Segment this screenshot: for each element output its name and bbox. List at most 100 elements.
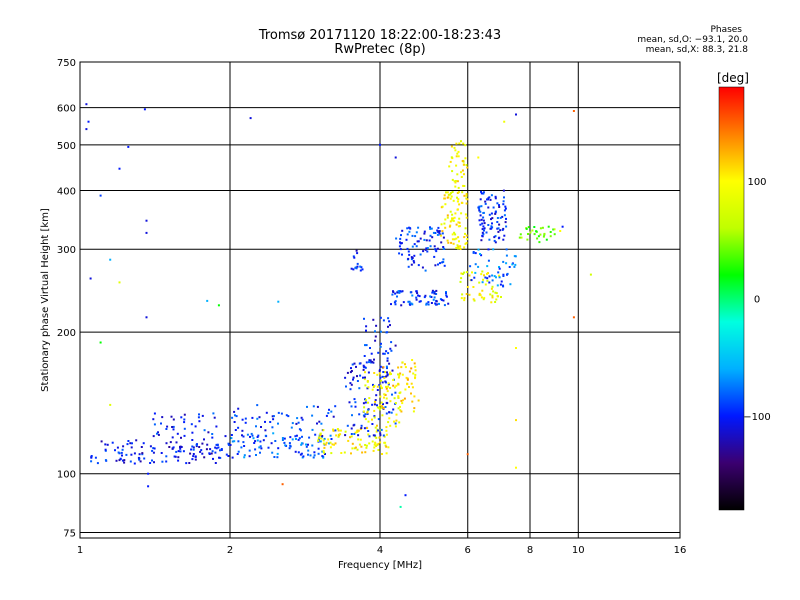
data-point — [141, 453, 144, 456]
data-point — [121, 454, 123, 457]
data-point — [385, 452, 388, 455]
data-point — [371, 418, 373, 421]
data-point — [386, 373, 389, 376]
data-point — [100, 440, 103, 443]
data-point — [386, 371, 388, 374]
data-point — [198, 446, 201, 448]
data-point — [346, 424, 349, 427]
data-point — [491, 217, 494, 220]
data-point — [244, 417, 247, 420]
data-point — [533, 226, 536, 228]
data-point — [462, 163, 465, 166]
data-point — [482, 233, 485, 236]
data-point — [256, 439, 259, 442]
data-point — [446, 239, 449, 242]
data-point — [479, 223, 482, 226]
data-point — [498, 204, 500, 207]
data-point — [430, 296, 433, 298]
data-point — [450, 156, 453, 159]
data-point — [127, 440, 130, 442]
data-point — [401, 373, 404, 376]
data-point — [161, 416, 164, 419]
data-point — [485, 231, 488, 234]
data-point — [317, 438, 320, 441]
data-point — [358, 362, 361, 365]
data-point — [308, 436, 311, 439]
data-point — [370, 361, 373, 364]
data-point — [206, 443, 209, 446]
data-point — [474, 252, 477, 255]
data-point — [369, 359, 372, 362]
data-point — [165, 460, 168, 463]
data-point — [255, 454, 257, 456]
data-point — [493, 275, 496, 278]
data-point — [481, 228, 484, 231]
data-point — [212, 457, 214, 460]
data-point — [463, 185, 466, 187]
data-point — [373, 443, 376, 446]
data-point — [227, 443, 230, 446]
data-point — [366, 410, 369, 413]
data-point — [340, 452, 343, 454]
data-point — [400, 290, 403, 293]
data-point — [457, 225, 460, 228]
data-point — [399, 372, 402, 375]
data-point — [328, 442, 331, 445]
data-point — [416, 292, 419, 295]
data-point — [96, 462, 99, 465]
data-point — [426, 250, 429, 253]
data-point — [484, 283, 487, 286]
data-point — [450, 241, 453, 244]
data-point — [99, 341, 102, 344]
data-point — [465, 241, 468, 244]
data-point — [495, 276, 497, 279]
data-point — [481, 234, 484, 237]
data-point — [481, 222, 484, 225]
data-point — [322, 442, 325, 445]
data-point — [429, 234, 432, 237]
data-point — [327, 412, 330, 415]
data-point — [237, 407, 240, 410]
data-point — [325, 414, 328, 417]
data-point — [172, 418, 175, 421]
data-point — [479, 210, 482, 213]
data-point — [486, 279, 489, 282]
data-point — [179, 450, 182, 453]
data-point — [259, 451, 261, 454]
data-point — [480, 239, 483, 242]
data-point — [190, 423, 193, 426]
data-point — [211, 436, 214, 439]
data-point — [473, 276, 476, 279]
data-point — [254, 440, 257, 443]
data-point — [201, 414, 204, 417]
data-point — [345, 385, 347, 388]
data-point — [149, 445, 152, 448]
data-point — [473, 299, 476, 302]
data-point — [410, 258, 413, 261]
data-point — [478, 293, 481, 296]
data-point — [389, 400, 392, 403]
data-point — [373, 403, 376, 406]
data-point — [406, 227, 409, 230]
data-point — [494, 195, 497, 198]
data-point — [379, 316, 382, 319]
data-point — [461, 293, 464, 296]
data-point — [395, 413, 398, 416]
data-point — [405, 376, 408, 379]
data-point — [490, 212, 493, 215]
data-point — [215, 447, 218, 450]
data-point — [271, 451, 274, 454]
data-point — [490, 194, 493, 197]
data-point — [381, 414, 384, 417]
data-point — [364, 344, 366, 347]
data-point — [363, 355, 366, 357]
data-point — [479, 253, 481, 255]
data-point — [382, 352, 385, 355]
data-point — [393, 301, 396, 304]
data-point — [351, 363, 354, 366]
data-point — [452, 199, 455, 202]
data-point — [177, 456, 180, 459]
data-point — [364, 366, 367, 369]
data-point — [386, 367, 388, 370]
data-point — [109, 403, 112, 406]
